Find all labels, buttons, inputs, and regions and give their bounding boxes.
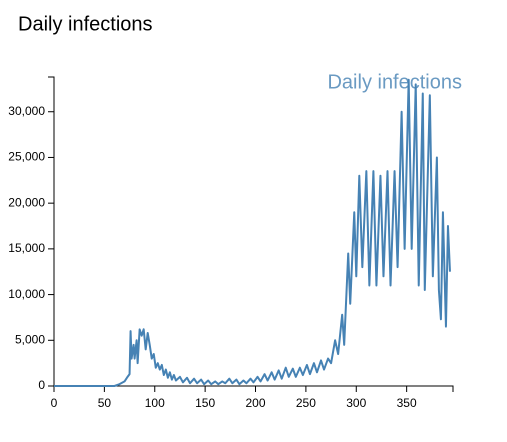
x-tick-label: 100	[145, 396, 165, 410]
y-tick-label: 25,000	[8, 150, 45, 164]
y-tick-label: 5,000	[15, 332, 45, 346]
y-axis	[48, 76, 55, 387]
x-tick-label: 300	[346, 396, 366, 410]
data-line	[54, 78, 451, 387]
x-tick-label: 200	[245, 396, 265, 410]
y-tick-label: 15,000	[8, 241, 45, 255]
y-tick-label: 10,000	[8, 287, 45, 301]
y-tick-label: 0	[38, 378, 45, 392]
chart-title: Daily infections	[18, 13, 153, 35]
y-tick-label: 30,000	[8, 104, 45, 118]
legend-label: Daily infections	[327, 71, 462, 93]
y-tick-label: 20,000	[8, 195, 45, 209]
x-tick-label: 350	[397, 396, 417, 410]
x-tick-label: 0	[51, 396, 58, 410]
x-tick-label: 50	[98, 396, 112, 410]
x-tick-label: 250	[296, 396, 316, 410]
x-tick-label: 150	[195, 396, 215, 410]
